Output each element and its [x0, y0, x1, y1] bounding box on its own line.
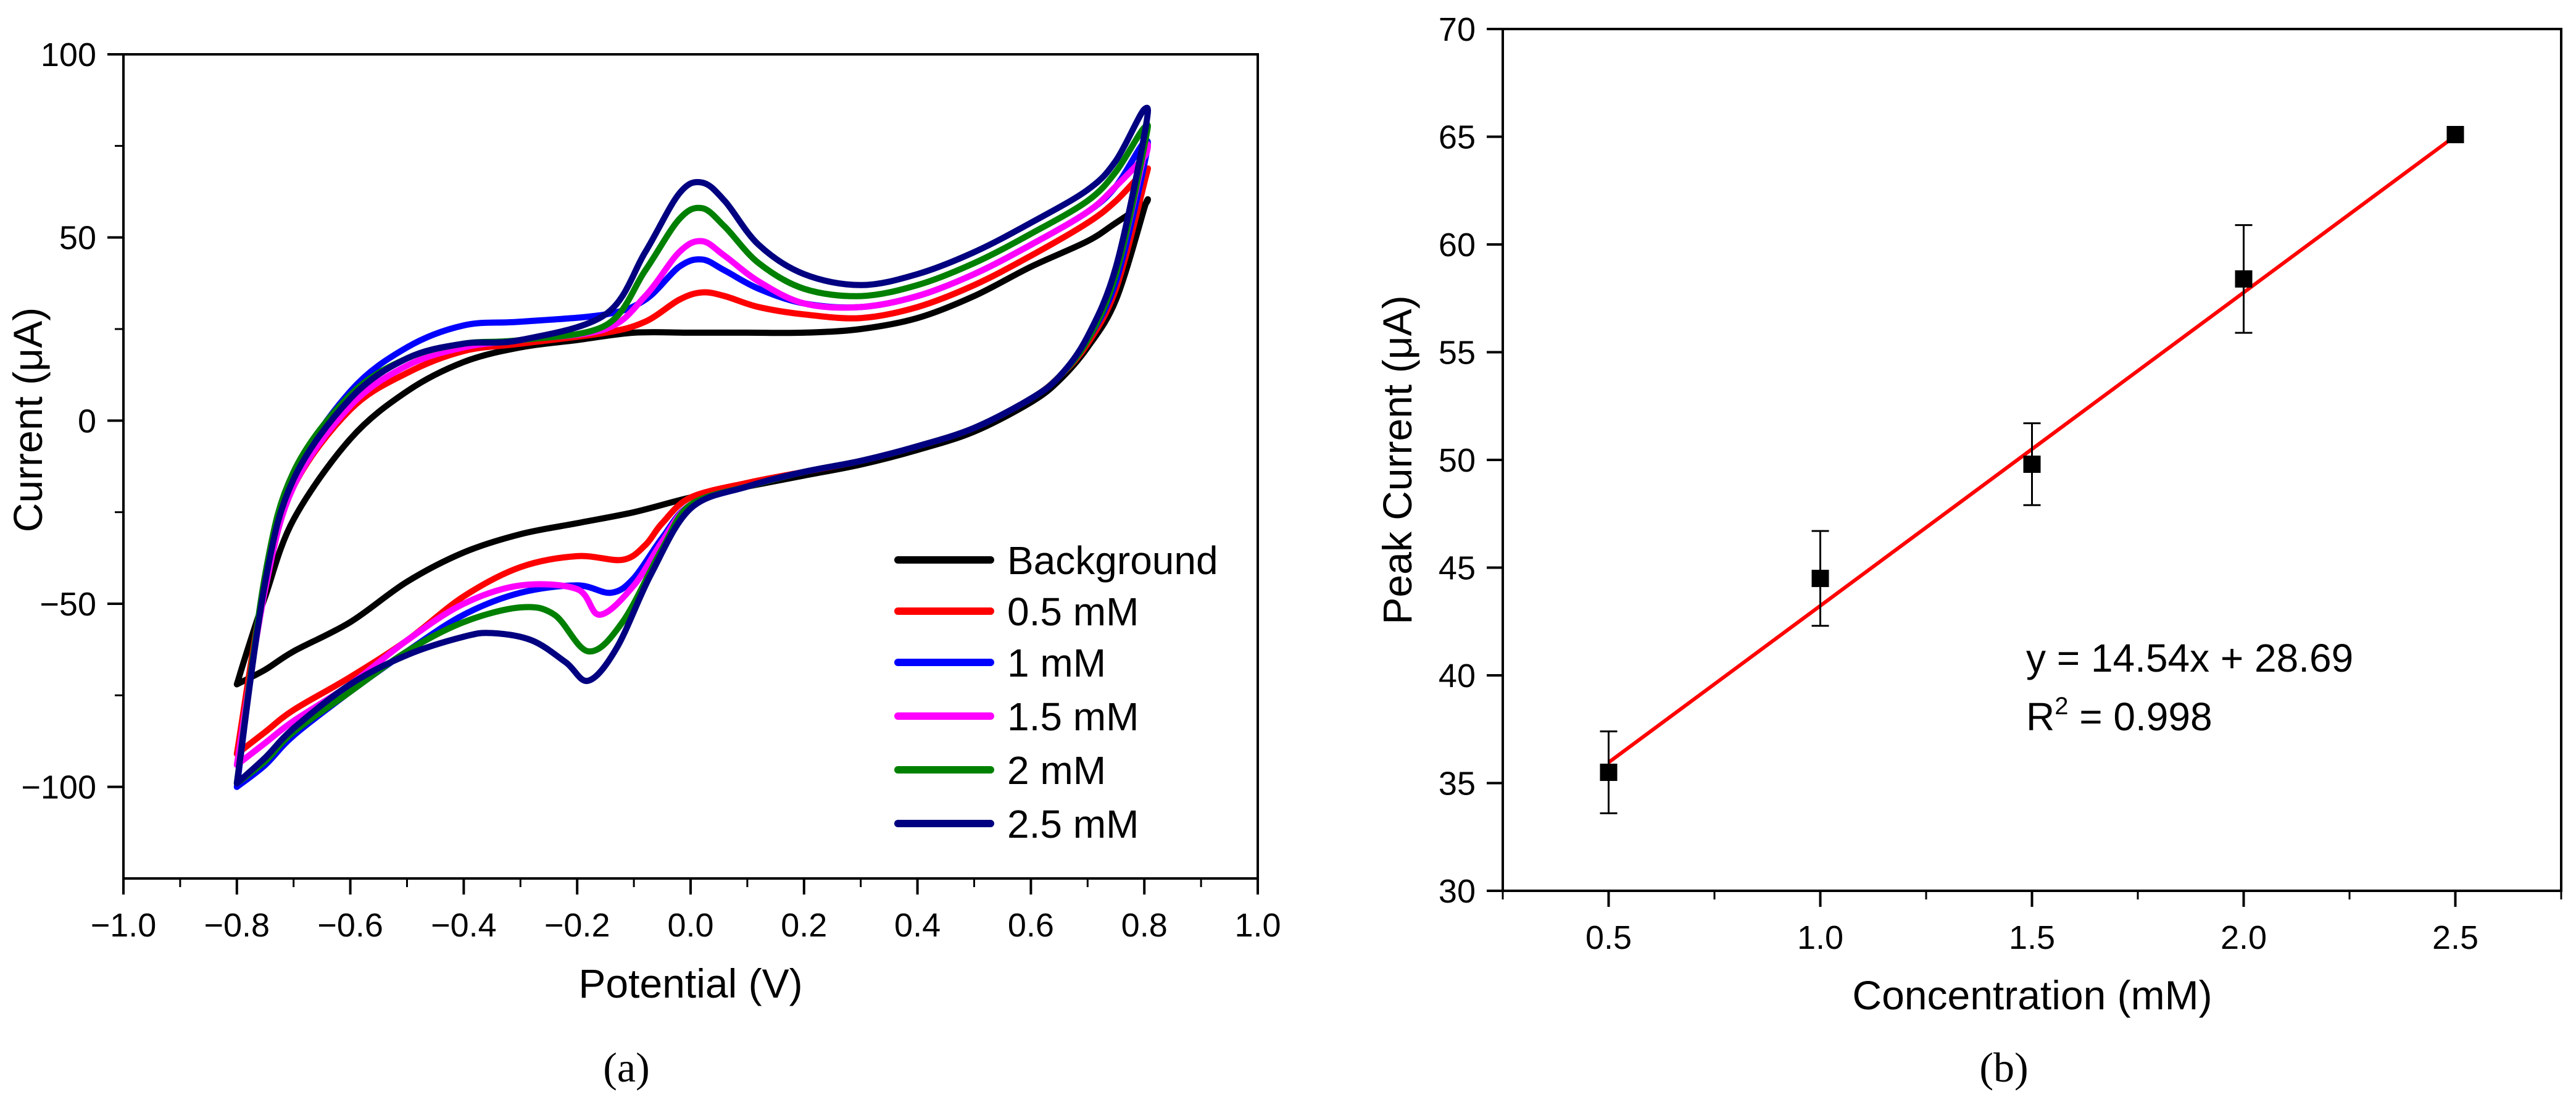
r-squared-sup: 2 [2055, 693, 2068, 720]
cv-series-1-mm [233, 138, 1151, 790]
cv-y-tick-label: −50 [39, 586, 96, 623]
data-point [2023, 455, 2041, 473]
calibration-y-tick-label: 45 [1439, 550, 1476, 587]
fit-equation: y = 14.54x + 28.69 [2026, 636, 2353, 680]
cv-curves [233, 104, 1151, 790]
data-point [2235, 270, 2253, 288]
calibration-y-tick-label: 65 [1439, 119, 1476, 156]
calibration-y-tick-label: 40 [1439, 657, 1476, 694]
calibration-y-tick-label: 55 [1439, 335, 1476, 372]
cv-x-tick-label: −0.6 [317, 907, 383, 944]
data-point [2446, 126, 2464, 144]
cv-y-tick-label: 100 [41, 36, 96, 73]
cv-x-tick-label: −0.2 [544, 907, 610, 944]
cv-y-axis: −100 −50 0 50 100 [21, 36, 123, 806]
cv-x-tick-label: 0.0 [667, 907, 713, 944]
calibration-x-tick-label: 2.0 [2221, 919, 2267, 956]
calibration-y-axis-label: Peak Current (μA) [1374, 295, 1420, 624]
calibration-y-tick-label: 60 [1439, 227, 1476, 264]
panel-label-a: (a) [603, 1044, 649, 1091]
calibration-x-tick-label: 1.5 [2009, 919, 2055, 956]
r-squared: R2 = 0.998 [2026, 693, 2212, 739]
calibration-x-tick-label: 0.5 [1585, 919, 1632, 956]
cv-x-tick-label: −1.0 [91, 907, 157, 944]
calibration-y-tick-label: 35 [1439, 765, 1476, 803]
cv-x-tick-label: 1.0 [1234, 907, 1281, 944]
cv-series-0-5-mm [233, 165, 1151, 757]
legend-label-1-5mm: 1.5 mM [1007, 694, 1139, 739]
legend-label-2mm: 2 mM [1007, 748, 1106, 793]
cv-chart: −1.0 −0.8 −0.6 −0.4 −0.2 0.0 0.2 0.4 0.6 0.8 1.0 −… [5, 36, 1281, 1091]
cv-legend: Background 0.5 mM 1 mM 1.5 mM 2 mM 2.5 m… [894, 538, 1218, 846]
data-points [1600, 126, 2464, 814]
cv-y-tick-label: −100 [21, 769, 96, 806]
cv-y-tick-label: 50 [59, 220, 96, 257]
cv-y-tick-label: 0 [78, 403, 96, 440]
data-point [1600, 764, 1618, 782]
cv-x-axis-label: Potential (V) [578, 961, 802, 1006]
cv-x-tick-label: 0.6 [1008, 907, 1054, 944]
cv-y-axis-label: Current (μA) [5, 307, 51, 532]
panel-label-b: (b) [1979, 1044, 2028, 1091]
cv-x-tick-label: 0.8 [1121, 907, 1168, 944]
legend-label-1mm: 1 mM [1007, 641, 1106, 685]
calibration-x-axis-label: Concentration (mM) [1852, 972, 2212, 1018]
calibration-y-tick-label: 70 [1439, 11, 1476, 48]
calibration-y-axis: 30 35 40 45 50 55 60 65 70 [1439, 11, 1503, 910]
calibration-y-tick-label: 30 [1439, 873, 1476, 910]
legend-label-background: Background [1007, 538, 1218, 583]
calibration-chart: 0.5 1.0 1.5 2.0 2.5 30 35 40 45 50 55 60 65 70 y = 1… [1374, 11, 2562, 1091]
legend-label-2-5mm: 2.5 mM [1007, 802, 1139, 846]
cv-x-tick-label: 0.2 [781, 907, 827, 944]
calibration-x-tick-label: 2.5 [2432, 919, 2478, 956]
legend-label-0-5mm: 0.5 mM [1007, 590, 1139, 634]
cv-series-background [233, 196, 1151, 688]
data-point [1811, 569, 1829, 587]
cv-x-tick-label: −0.8 [204, 907, 270, 944]
cv-x-tick-label: −0.4 [431, 907, 497, 944]
calibration-x-axis: 0.5 1.0 1.5 2.0 2.5 [1502, 891, 2562, 956]
calibration-x-tick-label: 1.0 [1797, 919, 1843, 956]
cv-x-tick-label: 0.4 [894, 907, 941, 944]
cv-series-2-5-mm [233, 104, 1151, 786]
r-squared-suffix: = 0.998 [2068, 694, 2212, 739]
calibration-y-tick-label: 50 [1439, 442, 1476, 479]
r-squared-prefix: R [2026, 694, 2055, 739]
cv-x-axis: −1.0 −0.8 −0.6 −0.4 −0.2 0.0 0.2 0.4 0.6 0.8 1.0 [91, 878, 1281, 944]
